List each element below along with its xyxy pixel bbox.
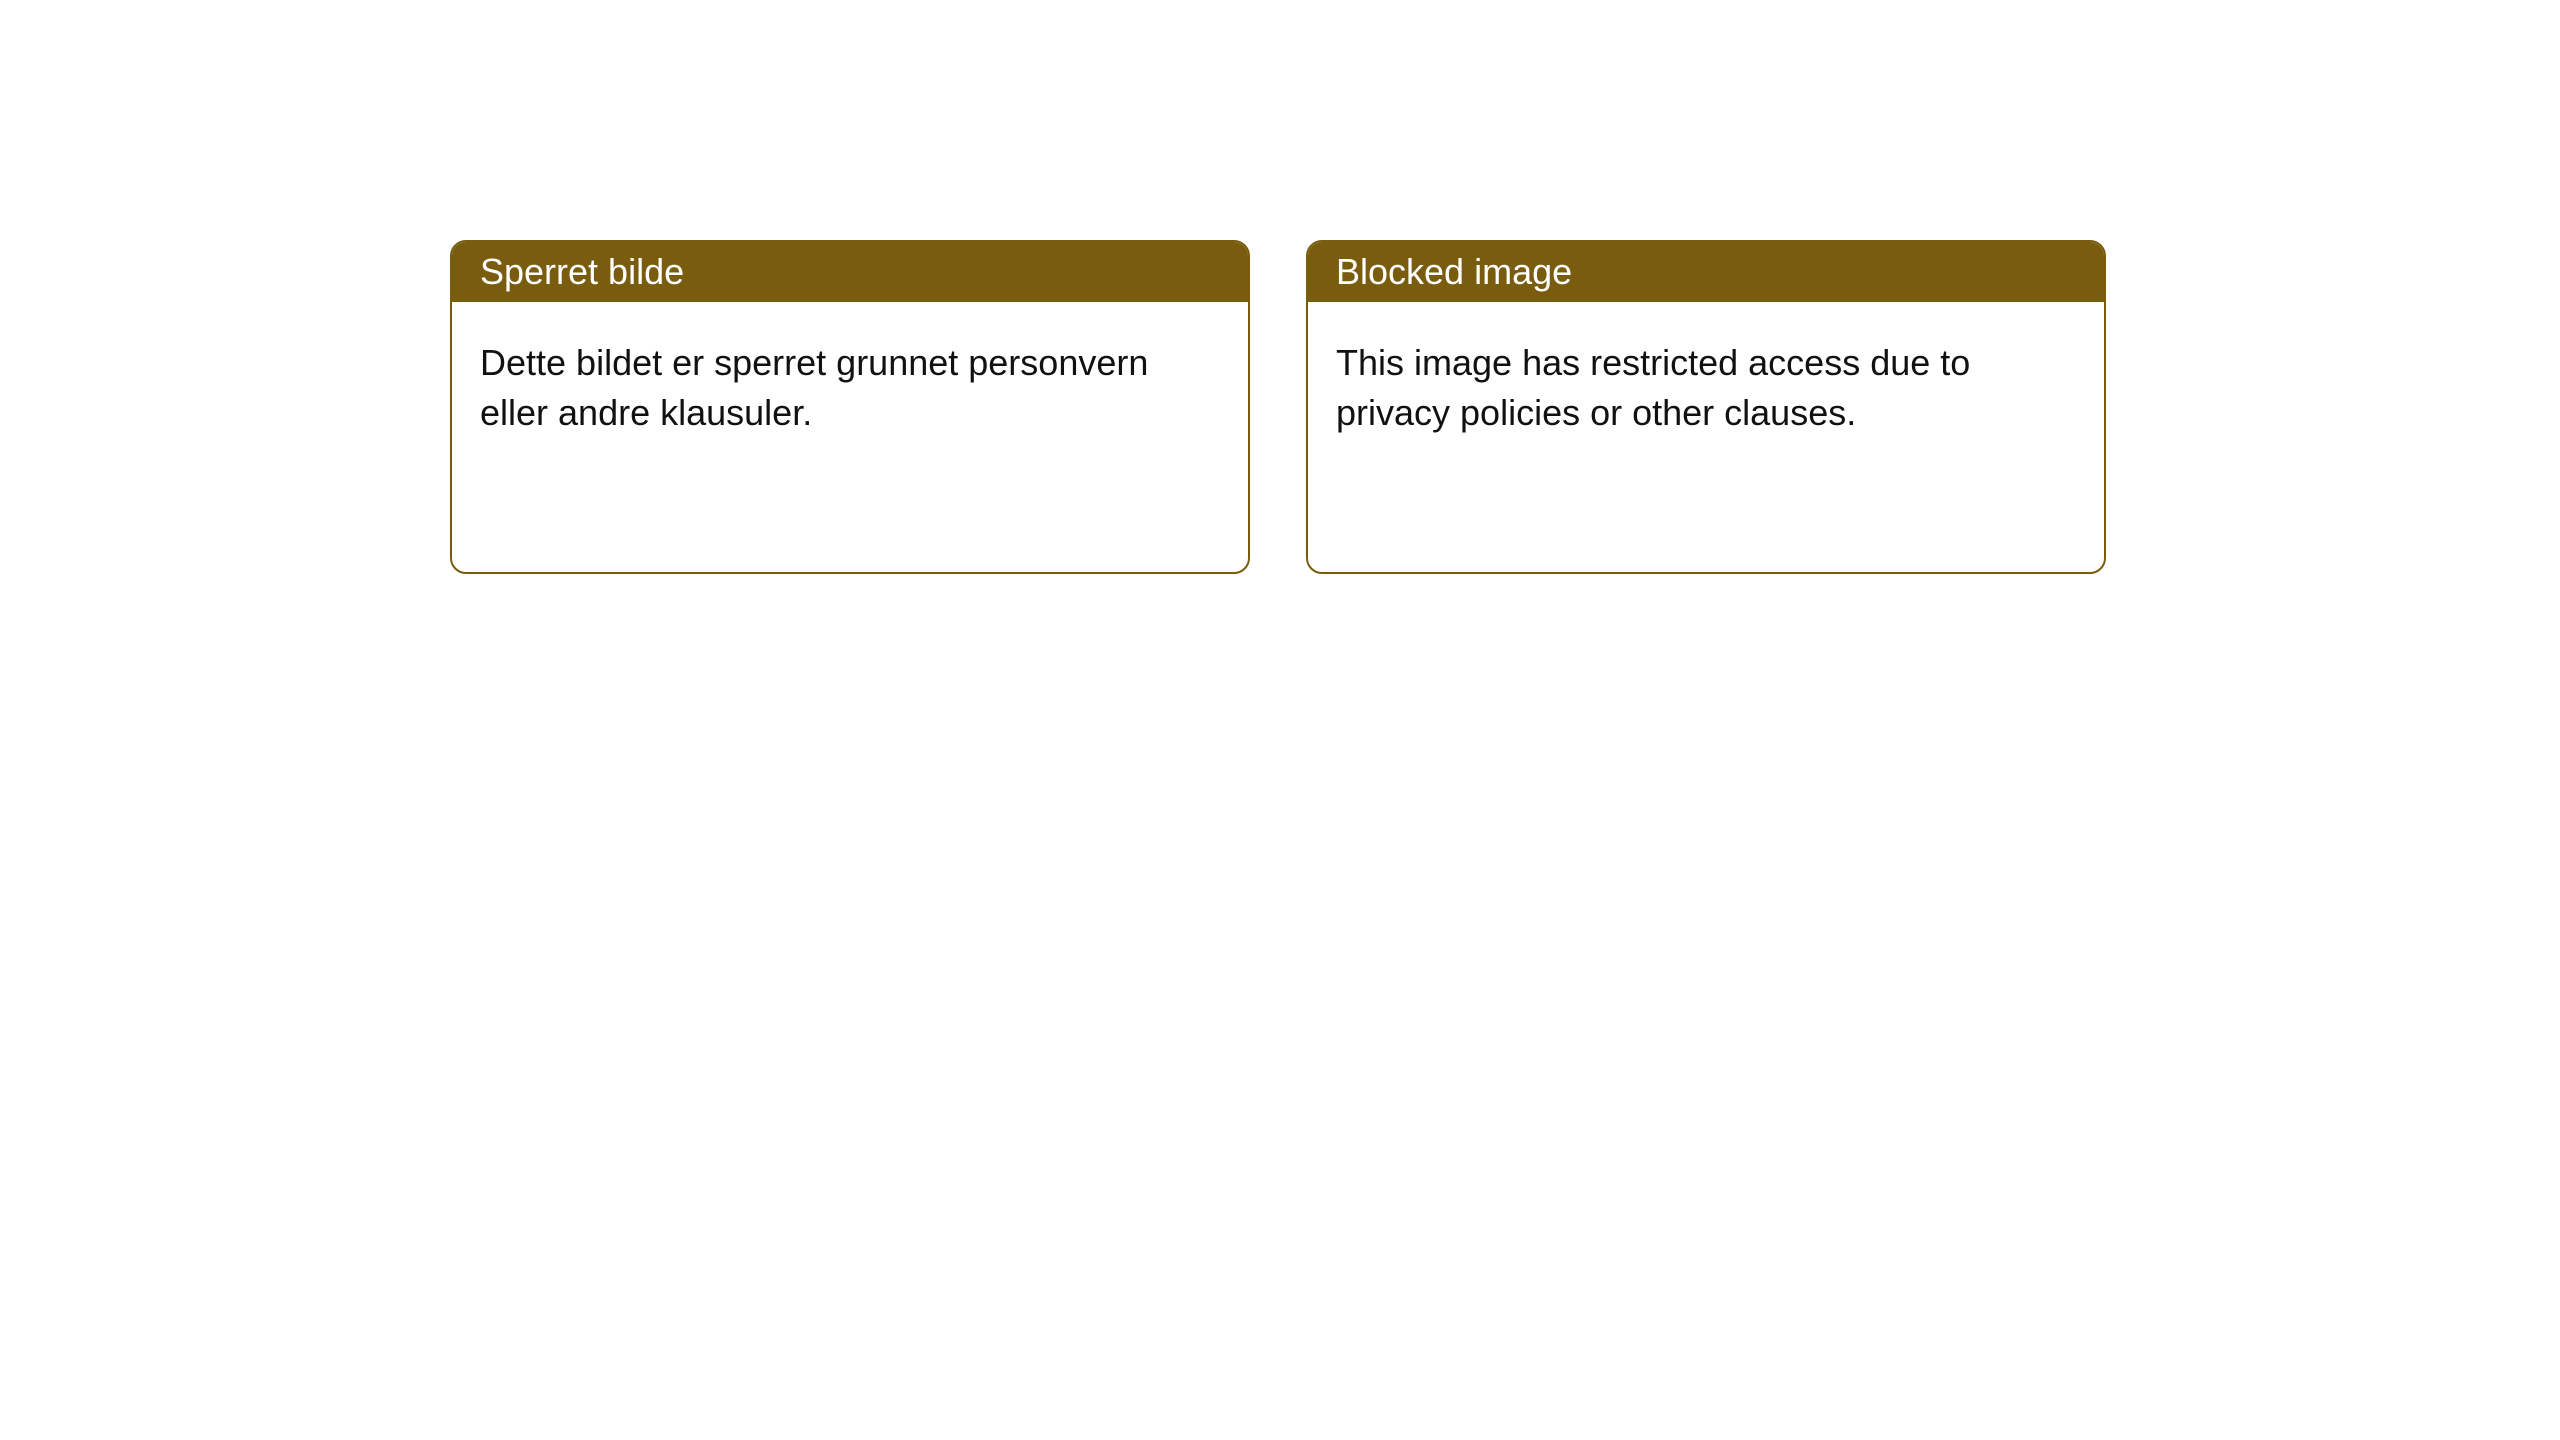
notice-title: Blocked image <box>1336 251 1572 293</box>
notice-container: Sperret bilde Dette bildet er sperret gr… <box>0 0 2560 574</box>
notice-text: This image has restricted access due to … <box>1336 342 1970 433</box>
notice-text: Dette bildet er sperret grunnet personve… <box>480 342 1148 433</box>
notice-body: Dette bildet er sperret grunnet personve… <box>452 302 1248 475</box>
notice-header: Sperret bilde <box>452 242 1248 302</box>
notice-body: This image has restricted access due to … <box>1308 302 2104 475</box>
notice-title: Sperret bilde <box>480 251 684 293</box>
notice-header: Blocked image <box>1308 242 2104 302</box>
notice-card-norwegian: Sperret bilde Dette bildet er sperret gr… <box>450 240 1250 574</box>
notice-card-english: Blocked image This image has restricted … <box>1306 240 2106 574</box>
